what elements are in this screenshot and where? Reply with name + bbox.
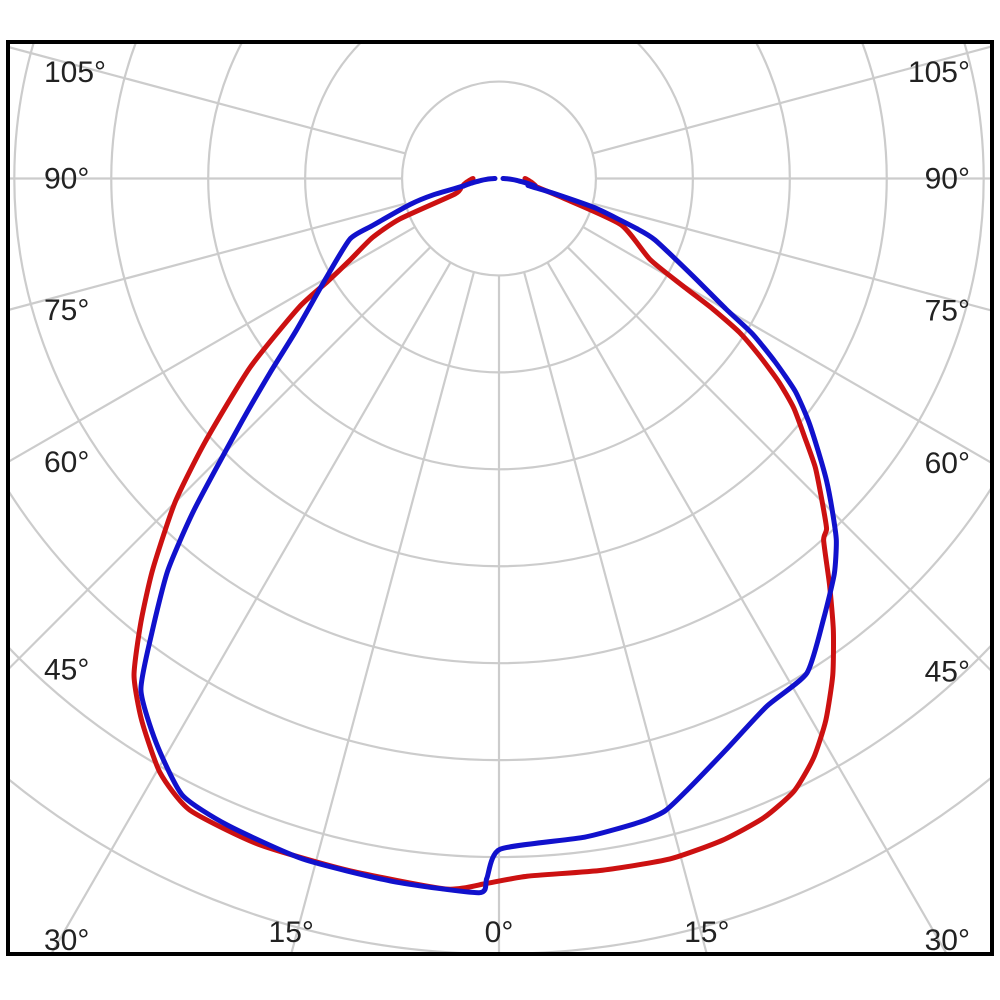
svg-text:45°: 45° xyxy=(44,654,89,687)
svg-text:30°: 30° xyxy=(44,924,89,957)
svg-text:105°: 105° xyxy=(908,56,970,89)
svg-text:75°: 75° xyxy=(925,295,970,328)
svg-text:60°: 60° xyxy=(925,447,970,480)
svg-text:45°: 45° xyxy=(925,656,970,689)
svg-text:105°: 105° xyxy=(44,56,106,89)
svg-text:90°: 90° xyxy=(44,163,89,196)
svg-text:75°: 75° xyxy=(44,294,89,327)
svg-text:15°: 15° xyxy=(269,916,314,949)
svg-text:60°: 60° xyxy=(44,446,89,479)
svg-text:0°: 0° xyxy=(485,916,514,949)
svg-text:90°: 90° xyxy=(925,163,970,196)
svg-text:15°: 15° xyxy=(684,916,729,949)
svg-text:30°: 30° xyxy=(925,924,970,957)
